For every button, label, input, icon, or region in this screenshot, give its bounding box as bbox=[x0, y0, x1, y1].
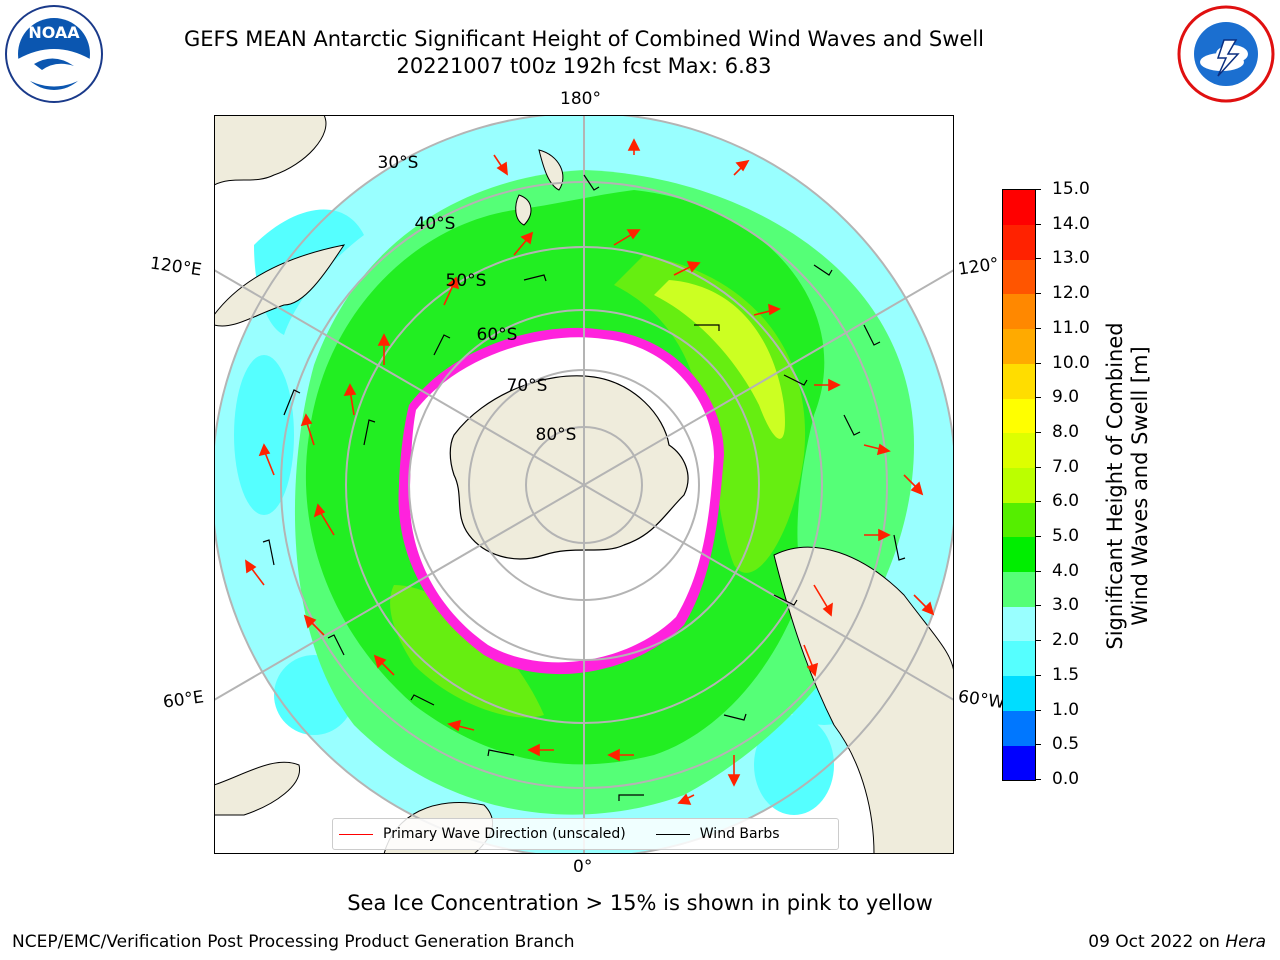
colorbar-tick-mark bbox=[1035, 744, 1041, 746]
lon-label-120e: 120°E bbox=[148, 253, 203, 281]
lon-label-60e: 60°E bbox=[161, 687, 206, 713]
colorbar-tick-mark bbox=[1035, 397, 1041, 399]
footer-producer: NCEP/EMC/Verification Post Processing Pr… bbox=[12, 932, 575, 952]
nws-logo-icon bbox=[1177, 5, 1275, 103]
colorbar-tick-mark bbox=[1035, 258, 1041, 260]
colorbar-segment bbox=[1003, 675, 1035, 711]
colorbar-tick-mark bbox=[1035, 501, 1041, 503]
colorbar-segment bbox=[1003, 432, 1035, 468]
colorbar-tick-label: 10.0 bbox=[1052, 352, 1090, 373]
colorbar-tick-mark bbox=[1035, 674, 1041, 676]
legend-wind-item: Wind Barbs bbox=[655, 826, 780, 842]
colorbar-tick-label: 14.0 bbox=[1052, 213, 1090, 234]
colorbar-tick-label: 0.0 bbox=[1052, 769, 1080, 789]
colorbar-segment bbox=[1003, 294, 1035, 330]
colorbar-segment bbox=[1003, 467, 1035, 503]
sea-ice-caption: Sea Ice Concentration > 15% is shown in … bbox=[347, 891, 933, 915]
footer-date-text: 09 Oct 2022 on bbox=[1088, 932, 1226, 952]
legend-wave-line-icon bbox=[339, 833, 373, 835]
colorbar-segment bbox=[1003, 502, 1035, 538]
colorbar-tick-mark bbox=[1035, 709, 1041, 711]
chart-subtitle: 20221007 t00z 192h fcst Max: 6.83 bbox=[396, 54, 772, 78]
wave-direction-arrows bbox=[245, 138, 935, 805]
colorbar-tick-label: 8.0 bbox=[1052, 421, 1080, 442]
colorbar-segment bbox=[1003, 398, 1035, 434]
colorbar-segment bbox=[1003, 710, 1035, 746]
colorbar-tick-label: 1.5 bbox=[1052, 664, 1080, 685]
noaa-logo-text: NOAA bbox=[28, 23, 80, 42]
chart-title: GEFS MEAN Antarctic Significant Height o… bbox=[183, 27, 985, 51]
colorbar-title: Significant Height of Combined Wind Wave… bbox=[1103, 276, 1153, 696]
swh-band-6-7 bbox=[654, 280, 785, 439]
legend-wave-item: Primary Wave Direction (unscaled) bbox=[339, 826, 626, 842]
colorbar-tick-mark bbox=[1035, 605, 1041, 607]
colorbar-tick-label: 5.0 bbox=[1052, 526, 1080, 547]
colorbar-tick-mark bbox=[1035, 293, 1041, 295]
colorbar-tick-mark bbox=[1035, 779, 1041, 780]
colorbar-tick-label: 11.0 bbox=[1052, 317, 1090, 338]
lon-label-180: 180° bbox=[560, 89, 601, 109]
colorbar-segment bbox=[1003, 259, 1035, 295]
colorbar bbox=[1002, 189, 1036, 781]
colorbar-title-line1: Significant Height of Combined bbox=[1103, 322, 1127, 650]
colorbar-segment bbox=[1003, 328, 1035, 364]
colorbar-tick-label: 15.0 bbox=[1052, 179, 1090, 199]
colorbar-tick-label: 1.0 bbox=[1052, 699, 1080, 720]
colorbar-segment bbox=[1003, 224, 1035, 260]
colorbar-segment bbox=[1003, 363, 1035, 399]
graticule bbox=[214, 115, 954, 854]
colorbar-tick-label: 0.5 bbox=[1052, 734, 1080, 755]
polar-map: 30°S 40°S 50°S 60°S 70°S 80°S bbox=[214, 115, 954, 854]
legend-wind-label: Wind Barbs bbox=[699, 826, 780, 842]
colorbar-tick-label: 7.0 bbox=[1052, 456, 1080, 477]
colorbar-segment bbox=[1003, 190, 1035, 225]
colorbar-tick-label: 2.0 bbox=[1052, 630, 1080, 651]
lon-label-60w: 60°W bbox=[956, 686, 1007, 714]
lon-label-120w: 120° bbox=[956, 254, 1001, 280]
noaa-logo-icon: NOAA bbox=[5, 5, 103, 103]
wind-barbs bbox=[262, 174, 906, 801]
lat-label-40s: 40°S bbox=[415, 214, 456, 234]
colorbar-tick-label: 6.0 bbox=[1052, 491, 1080, 512]
colorbar-tick-label: 9.0 bbox=[1052, 387, 1080, 408]
footer-host: Hera bbox=[1225, 932, 1266, 952]
colorbar-tick-mark bbox=[1035, 640, 1041, 642]
colorbar-tick-mark bbox=[1035, 466, 1041, 468]
colorbar-tick-label: 13.0 bbox=[1052, 248, 1090, 269]
colorbar-title-line2: Wind Waves and Swell [m] bbox=[1128, 346, 1152, 626]
legend-wave-label: Primary Wave Direction (unscaled) bbox=[383, 826, 626, 842]
colorbar-tick-label: 12.0 bbox=[1052, 283, 1090, 304]
colorbar-tick-mark bbox=[1035, 570, 1041, 572]
colorbar-segment bbox=[1003, 745, 1035, 781]
colorbar-tick-label: 4.0 bbox=[1052, 560, 1080, 581]
legend-wind-line-icon bbox=[655, 833, 690, 835]
lat-label-70s: 70°S bbox=[507, 376, 548, 396]
colorbar-segment bbox=[1003, 606, 1035, 642]
colorbar-tick-label: 3.0 bbox=[1052, 595, 1080, 616]
footer-date: 09 Oct 2022 on Hera bbox=[1088, 932, 1266, 952]
colorbar-segment bbox=[1003, 571, 1035, 607]
map-legend: Primary Wave Direction (unscaled) Wind B… bbox=[332, 818, 839, 850]
lat-label-60s: 60°S bbox=[477, 325, 518, 345]
new-zealand-land bbox=[515, 149, 564, 226]
lat-label-80s: 80°S bbox=[536, 425, 577, 445]
colorbar-segment bbox=[1003, 641, 1035, 677]
colorbar-tick-mark bbox=[1035, 189, 1041, 190]
colorbar-tick-mark bbox=[1035, 362, 1041, 364]
lat-label-50s: 50°S bbox=[446, 271, 487, 291]
colorbar-tick-mark bbox=[1035, 327, 1041, 329]
lon-label-0: 0° bbox=[573, 857, 593, 877]
colorbar-tick-mark bbox=[1035, 223, 1041, 225]
colorbar-tick-mark bbox=[1035, 536, 1041, 538]
antarctica-land bbox=[449, 375, 689, 560]
lat-label-30s: 30°S bbox=[378, 153, 419, 173]
colorbar-tick-mark bbox=[1035, 431, 1041, 433]
colorbar-segment bbox=[1003, 537, 1035, 573]
